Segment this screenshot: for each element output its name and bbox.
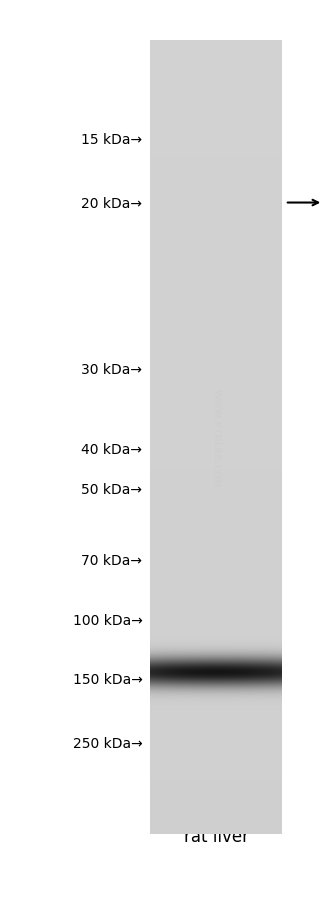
- Text: 250 kDa→: 250 kDa→: [73, 736, 142, 750]
- Text: 15 kDa→: 15 kDa→: [81, 133, 142, 147]
- Text: 70 kDa→: 70 kDa→: [81, 554, 142, 567]
- Text: 20 kDa→: 20 kDa→: [81, 197, 142, 210]
- Text: 100 kDa→: 100 kDa→: [73, 613, 142, 627]
- Text: rat liver: rat liver: [183, 827, 249, 845]
- Text: 150 kDa→: 150 kDa→: [73, 673, 142, 686]
- Text: 40 kDa→: 40 kDa→: [81, 442, 142, 456]
- Text: WWW.PTGLAB.COM: WWW.PTGLAB.COM: [212, 388, 220, 487]
- Text: 30 kDa→: 30 kDa→: [81, 363, 142, 377]
- Text: 50 kDa→: 50 kDa→: [81, 482, 142, 496]
